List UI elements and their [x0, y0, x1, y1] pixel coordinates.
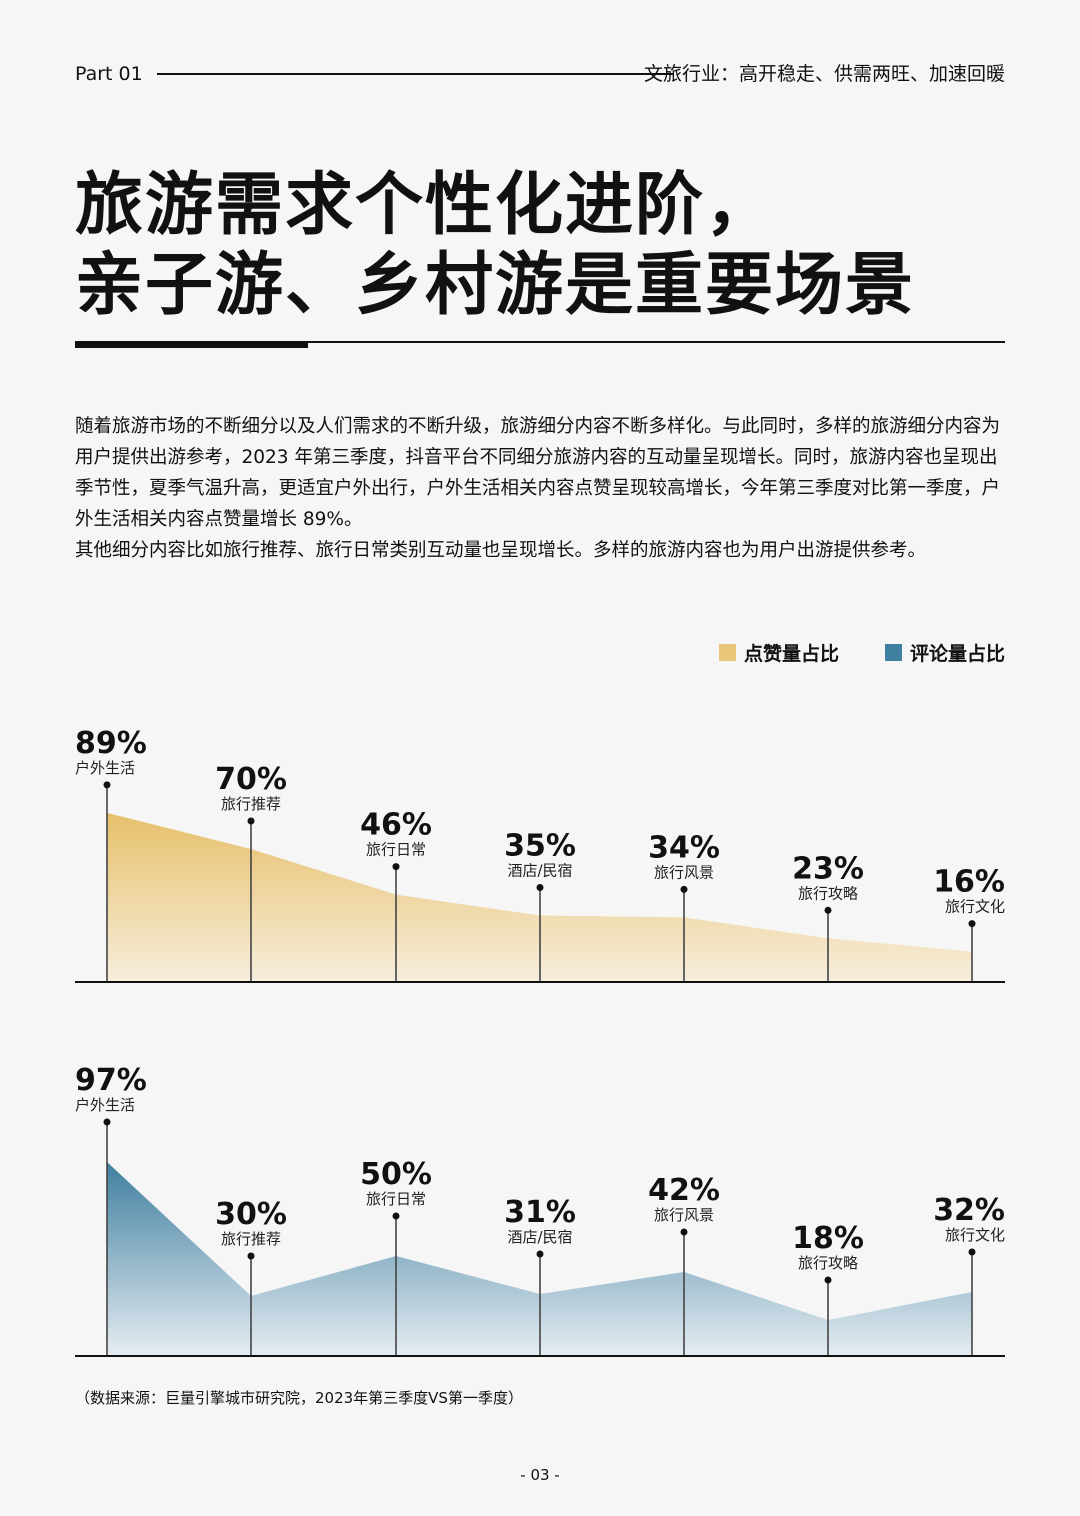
- title-underline-accent: [75, 341, 308, 348]
- category-label: 旅行推荐: [221, 1230, 281, 1248]
- value-label: 50%: [360, 1157, 432, 1192]
- title-underline: [75, 341, 1005, 343]
- value-label: 16%: [933, 865, 1005, 900]
- category-label: 旅行日常: [366, 841, 426, 859]
- value-label: 35%: [504, 829, 576, 864]
- pin-dot: [968, 920, 976, 928]
- value-label: 23%: [792, 851, 864, 886]
- body-text: 随着旅游市场的不断细分以及人们需求的不断升级，旅游细分内容不断多样化。与此同时，…: [75, 411, 1010, 566]
- value-label: 70%: [215, 762, 287, 797]
- title-line-2: 亲子游、乡村游是重要场景: [75, 246, 916, 325]
- pin-dot: [824, 906, 832, 914]
- page-number: - 03 -: [520, 1466, 560, 1484]
- value-label: 31%: [504, 1195, 576, 1230]
- header-divider: [157, 73, 673, 75]
- legend-swatch-comments: [884, 643, 902, 661]
- pin-dot: [824, 1276, 832, 1284]
- body-paragraph-1: 随着旅游市场的不断细分以及人们需求的不断升级，旅游细分内容不断多样化。与此同时，…: [75, 416, 1001, 530]
- pin-dot: [103, 1118, 111, 1126]
- section-title: 文旅行业：高开稳走、供需两旺、加速回暖: [643, 63, 1005, 85]
- pin-dot: [968, 1248, 976, 1256]
- category-label: 旅行文化: [945, 898, 1005, 916]
- page-title: 旅游需求个性化进阶， 亲子游、乡村游是重要场景: [75, 166, 1015, 326]
- pin-dot: [680, 1228, 688, 1236]
- value-label: 18%: [792, 1221, 864, 1256]
- category-label: 旅行攻略: [798, 1254, 858, 1272]
- legend-swatch-likes: [718, 643, 736, 661]
- value-label: 30%: [215, 1197, 287, 1232]
- legend-label-comments: 评论量占比: [909, 642, 1005, 665]
- legend-item-comments: 评论量占比: [884, 639, 1005, 666]
- category-label: 酒店/民宿: [507, 862, 572, 880]
- pin-dot: [392, 863, 400, 871]
- legend-label-likes: 点赞量占比: [743, 642, 839, 665]
- value-label: 34%: [648, 830, 720, 865]
- category-label: 户外生活: [75, 1096, 135, 1114]
- pin-dot: [536, 884, 544, 891]
- pin-dot: [680, 885, 688, 893]
- category-label: 户外生活: [75, 759, 135, 777]
- pin-dot: [392, 1212, 400, 1220]
- value-label: 89%: [75, 726, 147, 761]
- value-label: 32%: [933, 1193, 1005, 1228]
- pin-dot: [103, 781, 111, 789]
- title-line-1: 旅游需求个性化进阶，: [75, 166, 776, 245]
- area-fill: [107, 1162, 972, 1356]
- category-label: 旅行日常: [366, 1190, 426, 1208]
- category-label: 旅行文化: [945, 1226, 1005, 1244]
- page-header: Part 01 文旅行业：高开稳走、供需两旺、加速回暖: [75, 60, 1005, 88]
- category-label: 旅行风景: [654, 863, 714, 881]
- category-label: 酒店/民宿: [507, 1228, 572, 1246]
- category-label: 旅行攻略: [798, 884, 858, 902]
- value-label: 42%: [648, 1173, 720, 1208]
- legend-item-likes: 点赞量占比: [718, 639, 839, 666]
- pin-dot: [536, 1250, 544, 1258]
- category-label: 旅行推荐: [221, 795, 281, 813]
- data-source-note: （数据来源：巨量引擎城市研究院，2023年第三季度VS第一季度）: [75, 1389, 523, 1407]
- value-label: 97%: [75, 1063, 147, 1098]
- pin-dot: [247, 817, 255, 825]
- part-label: Part 01: [75, 63, 143, 85]
- category-label: 旅行风景: [654, 1206, 714, 1224]
- chart-legend: 点赞量占比 评论量占比: [718, 638, 1005, 666]
- value-label: 46%: [360, 808, 432, 843]
- area-fill: [107, 812, 972, 982]
- pin-dot: [247, 1252, 255, 1260]
- body-paragraph-2: 其他细分内容比如旅行推荐、旅行日常类别互动量也呈现增长。多样的旅游内容也为用户出…: [75, 540, 927, 561]
